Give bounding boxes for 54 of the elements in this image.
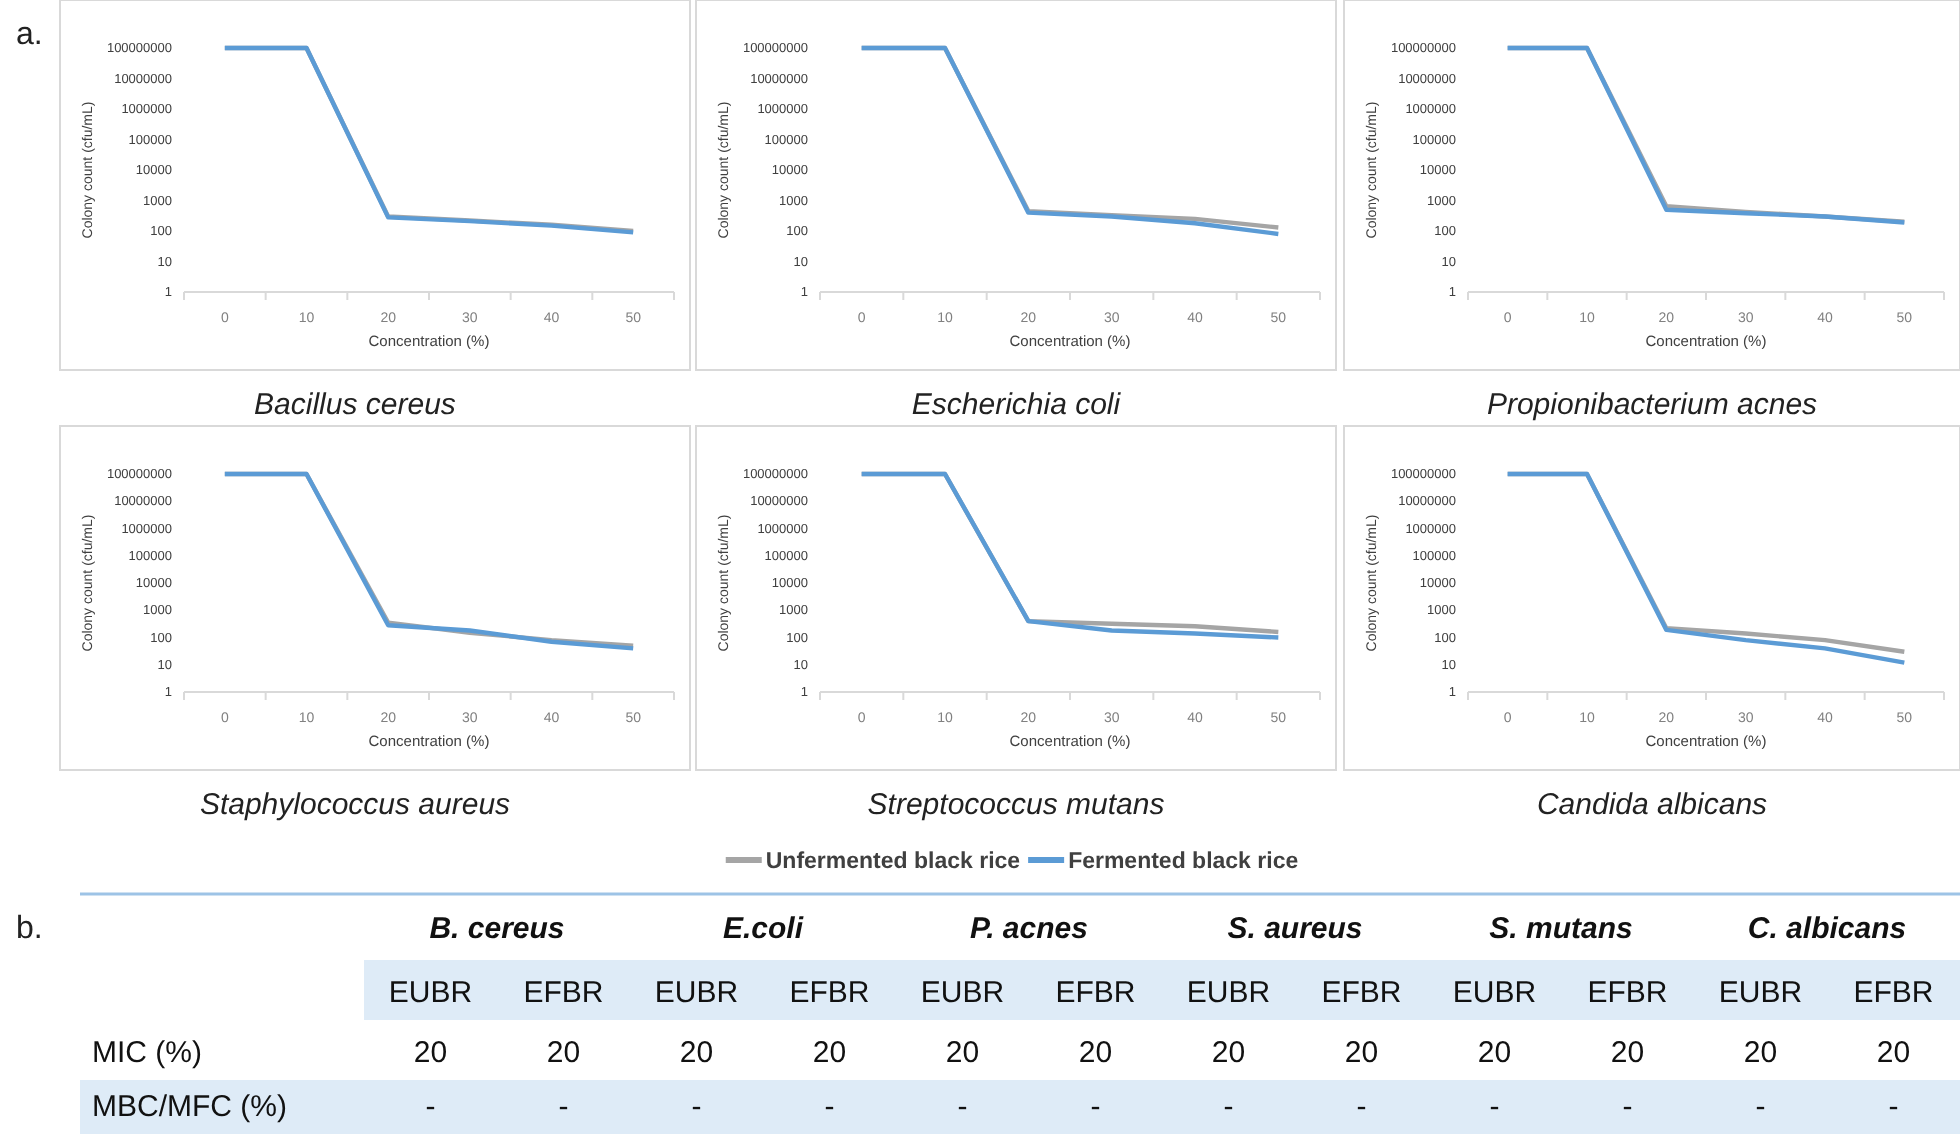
text: E.coli: [722, 912, 805, 946]
text: 20: [945, 1036, 980, 1070]
text: 20: [1743, 1036, 1778, 1070]
text: S. aureus: [1227, 912, 1363, 946]
text: Streptococcus mutans: [867, 788, 1166, 822]
text: 20: [546, 1036, 581, 1070]
category-label: EFBR: [1853, 976, 1934, 1010]
text: Propionibacterium acnes: [1486, 388, 1819, 422]
text: a.: [16, 18, 43, 52]
category-label: EFBR: [789, 976, 870, 1010]
text: -: [1356, 1090, 1367, 1124]
text: -: [1888, 1090, 1899, 1124]
text: S. mutans: [1489, 912, 1633, 946]
text: 20: [1211, 1036, 1246, 1070]
text: 20: [1344, 1036, 1379, 1070]
text: -: [1755, 1090, 1766, 1124]
legend-label: Fermented black rice: [1068, 850, 1299, 874]
text: 20: [1876, 1036, 1911, 1070]
category-label: EUBR: [1186, 976, 1271, 1010]
category-label: EUBR: [1718, 976, 1803, 1010]
text: 20: [413, 1036, 448, 1070]
text: -: [691, 1090, 702, 1124]
text: 20: [679, 1036, 714, 1070]
text: -: [1622, 1090, 1633, 1124]
text: Bacillus cereus: [254, 388, 457, 422]
text: -: [957, 1090, 968, 1124]
text: 20: [1477, 1036, 1512, 1070]
text: -: [558, 1090, 569, 1124]
category-label: EUBR: [654, 976, 739, 1010]
text: 20: [1610, 1036, 1645, 1070]
category-label: EFBR: [1321, 976, 1402, 1010]
text: P. acnes: [970, 912, 1088, 946]
legend-label: Unfermented black rice: [765, 850, 1021, 874]
category-label: EFBR: [1587, 976, 1668, 1010]
text: 20: [812, 1036, 847, 1070]
text: -: [1223, 1090, 1234, 1124]
category-label: MBC/MFC (%): [92, 1090, 287, 1124]
text: Escherichia coli: [911, 388, 1122, 422]
text: -: [1489, 1090, 1500, 1124]
text: -: [824, 1090, 835, 1124]
text: Staphylococcus aureus: [199, 788, 512, 822]
category-label: EUBR: [920, 976, 1005, 1010]
text: 20: [1078, 1036, 1113, 1070]
text: b.: [16, 912, 43, 946]
category-label: MIC (%): [92, 1036, 202, 1070]
text: B. cereus: [429, 912, 565, 946]
text: -: [425, 1090, 436, 1124]
category-label: EFBR: [523, 976, 604, 1010]
text: C. albicans: [1747, 912, 1907, 946]
text: Candida albicans: [1536, 788, 1769, 822]
category-label: EUBR: [1452, 976, 1537, 1010]
text: -: [1090, 1090, 1101, 1124]
category-label: EFBR: [1055, 976, 1136, 1010]
category-label: EUBR: [388, 976, 473, 1010]
